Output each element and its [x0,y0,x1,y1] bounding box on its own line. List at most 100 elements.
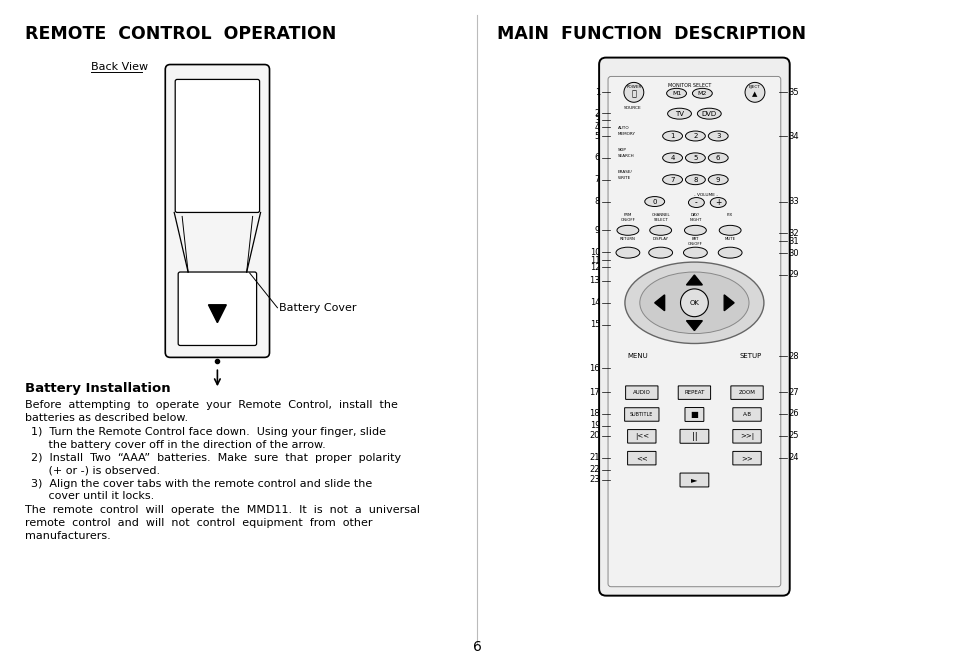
FancyBboxPatch shape [732,430,760,443]
Ellipse shape [707,131,727,141]
Text: 3)  Align the cover tabs with the remote control and slide the: 3) Align the cover tabs with the remote … [31,478,372,489]
FancyBboxPatch shape [678,386,710,399]
Text: ERASE/: ERASE/ [618,170,632,173]
Ellipse shape [616,247,639,258]
Text: 3: 3 [716,133,720,139]
Ellipse shape [644,196,664,206]
Text: 7: 7 [594,175,599,184]
Text: manufacturers.: manufacturers. [26,531,111,541]
Text: batteries as described below.: batteries as described below. [26,413,189,423]
Text: PIX: PIX [726,214,733,217]
FancyBboxPatch shape [730,386,762,399]
FancyBboxPatch shape [607,76,780,587]
Ellipse shape [685,175,704,185]
Text: +: + [715,198,720,207]
Text: 34: 34 [788,131,799,141]
Text: MEMORY: MEMORY [618,132,636,136]
Text: 12: 12 [589,263,599,271]
Text: 19: 19 [589,421,599,430]
Text: PRM
ON/OFF: PRM ON/OFF [619,214,635,222]
Ellipse shape [697,108,720,119]
FancyBboxPatch shape [175,79,259,212]
Text: SETUP: SETUP [740,353,761,359]
Text: 8: 8 [693,177,697,183]
Circle shape [744,82,764,102]
Ellipse shape [682,247,706,258]
Text: AUTO: AUTO [618,126,629,130]
Text: 18: 18 [589,409,599,419]
Text: WRITE: WRITE [618,175,631,180]
Text: 25: 25 [788,431,799,440]
Text: 24: 24 [788,453,799,462]
Text: >>|: >>| [740,433,753,440]
Text: 2: 2 [693,133,697,139]
Ellipse shape [666,88,686,99]
Text: M2: M2 [697,91,706,96]
Text: SKIP: SKIP [618,148,626,152]
Ellipse shape [639,272,748,334]
Text: remote  control  and  will  not  control  equipment  from  other: remote control and will not control equi… [26,518,373,528]
Text: 16: 16 [589,364,599,373]
Text: 2)  Install  Two  “AAA”  batteries.  Make  sure  that  proper  polarity: 2) Install Two “AAA” batteries. Make sur… [31,453,401,463]
Text: 4: 4 [670,155,674,161]
Text: TV: TV [675,110,683,117]
Text: |<<: |<< [634,433,648,440]
Ellipse shape [685,153,704,163]
FancyBboxPatch shape [732,451,760,465]
Ellipse shape [683,225,705,235]
Text: 32: 32 [788,229,799,238]
Text: 28: 28 [788,352,799,361]
Polygon shape [654,295,664,311]
Text: 6: 6 [716,155,720,161]
Text: MENU: MENU [627,353,647,359]
Text: REMOTE  CONTROL  OPERATION: REMOTE CONTROL OPERATION [26,25,336,43]
Text: M1: M1 [671,91,680,96]
Ellipse shape [648,247,672,258]
Ellipse shape [662,131,681,141]
Ellipse shape [685,131,704,141]
Text: 1)  Turn the Remote Control face down.  Using your finger, slide: 1) Turn the Remote Control face down. Us… [31,427,386,437]
FancyBboxPatch shape [684,407,703,421]
Text: 6: 6 [472,641,481,654]
Text: 7: 7 [670,177,674,183]
FancyBboxPatch shape [625,386,658,399]
FancyBboxPatch shape [598,58,789,596]
Text: 10: 10 [589,248,599,257]
Text: Battery Installation: Battery Installation [26,382,171,396]
Text: ▲: ▲ [752,91,757,97]
Ellipse shape [662,175,681,185]
FancyBboxPatch shape [627,451,656,465]
Text: 3: 3 [594,116,599,125]
Text: 9: 9 [595,226,599,235]
Text: MAIN  FUNCTION  DESCRIPTION: MAIN FUNCTION DESCRIPTION [497,25,805,43]
FancyBboxPatch shape [679,430,708,443]
Text: Before  attempting  to  operate  your  Remote  Control,  install  the: Before attempting to operate your Remote… [26,400,397,410]
Text: AUDIO: AUDIO [632,390,650,395]
FancyBboxPatch shape [627,430,656,443]
Text: 27: 27 [788,388,799,397]
Text: DAY/
NIGHT: DAY/ NIGHT [688,214,700,222]
Text: Battery Cover: Battery Cover [279,303,356,313]
Text: 1: 1 [670,133,674,139]
Ellipse shape [692,88,712,99]
Text: 35: 35 [788,88,799,97]
Text: 13: 13 [589,277,599,285]
Text: MONITOR SELECT: MONITOR SELECT [667,83,710,89]
Text: 15: 15 [589,320,599,329]
Text: POWER: POWER [625,85,640,89]
Text: 30: 30 [788,248,799,258]
Text: 31: 31 [788,237,799,246]
Circle shape [623,82,643,102]
Text: -: - [695,198,697,207]
Text: 1: 1 [595,88,599,97]
Text: SOURCE: SOURCE [623,106,641,110]
Text: BRT
ON/OFF: BRT ON/OFF [687,237,702,246]
Ellipse shape [624,262,763,344]
Text: 22: 22 [589,465,599,474]
Text: <<: << [636,455,647,461]
Text: 11: 11 [589,256,599,265]
Text: DISPLAY: DISPLAY [652,237,668,241]
Text: cover until it locks.: cover until it locks. [31,491,154,501]
Ellipse shape [718,247,741,258]
Ellipse shape [688,198,703,208]
